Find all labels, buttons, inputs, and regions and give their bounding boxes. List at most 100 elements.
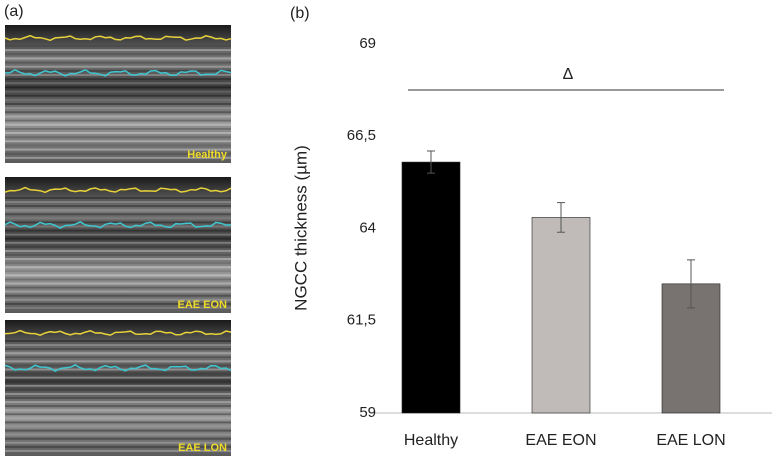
oct-band: [5, 49, 231, 52]
layer-boundary: [4, 69, 232, 77]
oct-band: [5, 103, 231, 105]
error-bar: [427, 150, 435, 174]
oct-band: [5, 82, 231, 85]
oct-band: [5, 254, 231, 256]
oct-band: [5, 245, 231, 248]
oct-band: [5, 352, 231, 355]
oct-band: [5, 388, 231, 391]
oct-band: [5, 74, 231, 76]
oct-band: [5, 368, 231, 371]
error-bar: [557, 202, 565, 233]
oct-band: [5, 384, 231, 387]
oct-band: [5, 140, 231, 143]
oct-band: [5, 123, 231, 126]
oct-band: [5, 262, 231, 265]
oct-band: [5, 405, 231, 408]
oct-band: [5, 61, 231, 64]
y-axis-label: NGCC thickness (µm): [291, 145, 310, 311]
oct-band: [5, 69, 231, 72]
oct-band: [5, 152, 231, 155]
oct-band: [5, 397, 231, 399]
oct-band: [5, 294, 231, 297]
oct-band: [5, 372, 231, 375]
y-tick-label: 61,5: [347, 312, 376, 329]
x-tick-label: EAE EON: [525, 432, 596, 449]
oct-band: [5, 340, 231, 342]
oct-band: [5, 148, 231, 151]
bar: [401, 161, 461, 414]
oct-image: [5, 25, 231, 163]
oct-band: [5, 119, 231, 122]
y-tick-label: 59: [359, 404, 376, 421]
image-label: Healthy: [187, 149, 228, 161]
x-tick-label: Healthy: [404, 432, 458, 449]
oct-band: [5, 233, 231, 236]
oct-band: [5, 107, 231, 110]
oct-image: [5, 177, 231, 313]
y-tick-label: 64: [359, 219, 376, 236]
oct-band: [5, 86, 231, 89]
oct-band: [5, 445, 231, 448]
oct-band: [5, 282, 231, 285]
oct-band: [5, 344, 231, 347]
oct-band: [5, 111, 231, 114]
oct-band: [5, 45, 231, 47]
oct-band: [5, 144, 231, 147]
oct-band: [5, 221, 231, 224]
oct-band: [5, 237, 231, 240]
oct-band: [5, 217, 231, 220]
oct-image: [5, 320, 231, 456]
oct-band: [5, 274, 231, 277]
oct-band: [5, 115, 231, 118]
oct-band: [5, 156, 231, 159]
layer-boundary: [4, 34, 232, 42]
oct-band: [5, 213, 231, 216]
oct-band: [5, 90, 231, 93]
oct-band: [5, 225, 231, 228]
oct-band: [5, 449, 231, 452]
oct-band: [5, 437, 231, 440]
oct-band: [5, 306, 231, 309]
oct-band: [5, 266, 231, 269]
oct-band: [5, 380, 231, 383]
layer-boundary: [4, 329, 232, 336]
oct-band: [5, 258, 231, 261]
oct-band: [5, 302, 231, 305]
oct-band: [5, 270, 231, 273]
oct-band: [5, 78, 231, 81]
oct-band: [5, 348, 231, 351]
oct-band: [5, 441, 231, 444]
oct-band: [5, 392, 231, 395]
oct-band: [5, 413, 231, 416]
oct-band: [5, 127, 231, 130]
panel-label: (b): [290, 5, 310, 22]
oct-band: [5, 417, 231, 420]
oct-band: [5, 205, 231, 208]
oct-band: [5, 376, 231, 379]
oct-band: [5, 197, 231, 199]
oct-band: [5, 401, 231, 404]
layer-boundary: [4, 364, 232, 373]
oct-band: [5, 209, 231, 212]
oct-band: [5, 421, 231, 424]
y-tick-label: 66,5: [347, 127, 376, 144]
oct-band: [5, 65, 231, 68]
oct-band: [5, 409, 231, 412]
oct-band: [5, 364, 231, 367]
layer-boundary: [4, 221, 232, 229]
oct-band: [5, 290, 231, 293]
image-label: EAE EON: [177, 299, 227, 311]
oct-band: [5, 94, 231, 97]
oct-band: [5, 433, 231, 436]
oct-band: [5, 425, 231, 428]
oct-band: [5, 298, 231, 301]
oct-band: [5, 249, 231, 252]
oct-band: [5, 132, 231, 134]
oct-band: [5, 53, 231, 56]
panel-label: (a): [4, 3, 24, 20]
oct-band: [5, 286, 231, 289]
oct-band: [5, 201, 231, 204]
x-tick-label: EAE LON: [656, 432, 725, 449]
annotation: Δ: [563, 66, 574, 83]
